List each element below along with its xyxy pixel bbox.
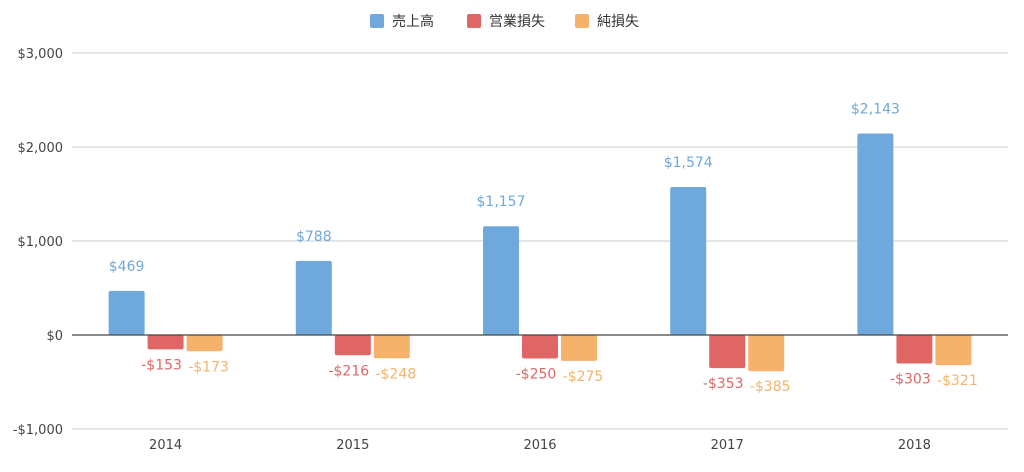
x-axis-categories: 2014 2015 2016 2017 2018 <box>149 438 931 453</box>
bar <box>483 226 519 335</box>
bar <box>670 187 707 335</box>
legend: 売上高 営業損失 純損失 <box>370 13 639 30</box>
bar <box>295 260 332 335</box>
bar <box>748 335 785 372</box>
legend-swatch <box>575 14 589 28</box>
x-category-label: 2017 <box>711 438 744 453</box>
data-label: -$216 <box>328 363 369 379</box>
data-label: -$353 <box>703 376 744 392</box>
bar <box>709 335 746 369</box>
data-labels: $469-$153 -$173$788-$216 -$248$1,157-$250-… <box>109 102 978 396</box>
y-tick-label: $2,000 <box>18 141 64 156</box>
data-label: $2,143 <box>851 102 900 118</box>
data-label: -$275 <box>563 369 604 385</box>
y-tick-label: -$1,000 <box>13 423 63 438</box>
data-label: $1,157 <box>477 194 526 210</box>
legend-label: 売上高 <box>392 13 434 30</box>
bar <box>896 335 933 364</box>
x-category-label: 2018 <box>898 438 931 453</box>
bar <box>857 133 894 335</box>
data-label: -$248 <box>375 366 416 382</box>
data-label: $1,574 <box>664 155 713 171</box>
bar <box>522 335 558 359</box>
y-tick-label: $0 <box>46 329 63 344</box>
bar <box>561 335 597 361</box>
bars <box>108 133 972 372</box>
data-label: $469 <box>109 259 145 275</box>
x-category-label: 2015 <box>336 438 369 453</box>
bar <box>373 335 410 359</box>
data-label: -$303 <box>890 371 931 387</box>
data-label: -$250 <box>516 367 557 383</box>
data-label: -$385 <box>750 379 791 395</box>
data-label: -$321 <box>937 373 978 389</box>
legend-swatch <box>467 14 481 28</box>
grid-lines <box>72 52 1008 430</box>
y-axis-ticks: $3,000 $2,000 $1,000 $0 -$1,000 <box>13 47 63 438</box>
bar <box>108 290 145 335</box>
legend-label: 純損失 <box>597 14 639 30</box>
bar <box>334 335 371 356</box>
legend-swatch <box>370 14 384 28</box>
legend-label: 営業損失 <box>489 14 545 30</box>
y-tick-label: $3,000 <box>18 47 64 62</box>
data-label: -$153 <box>141 357 182 373</box>
data-label: -$173 <box>188 359 229 375</box>
bar <box>147 335 184 350</box>
y-tick-label: $1,000 <box>18 235 64 250</box>
x-category-label: 2016 <box>523 438 556 453</box>
x-category-label: 2014 <box>149 438 182 453</box>
bar <box>935 335 972 366</box>
data-label: $788 <box>296 229 332 245</box>
bar <box>186 335 223 352</box>
